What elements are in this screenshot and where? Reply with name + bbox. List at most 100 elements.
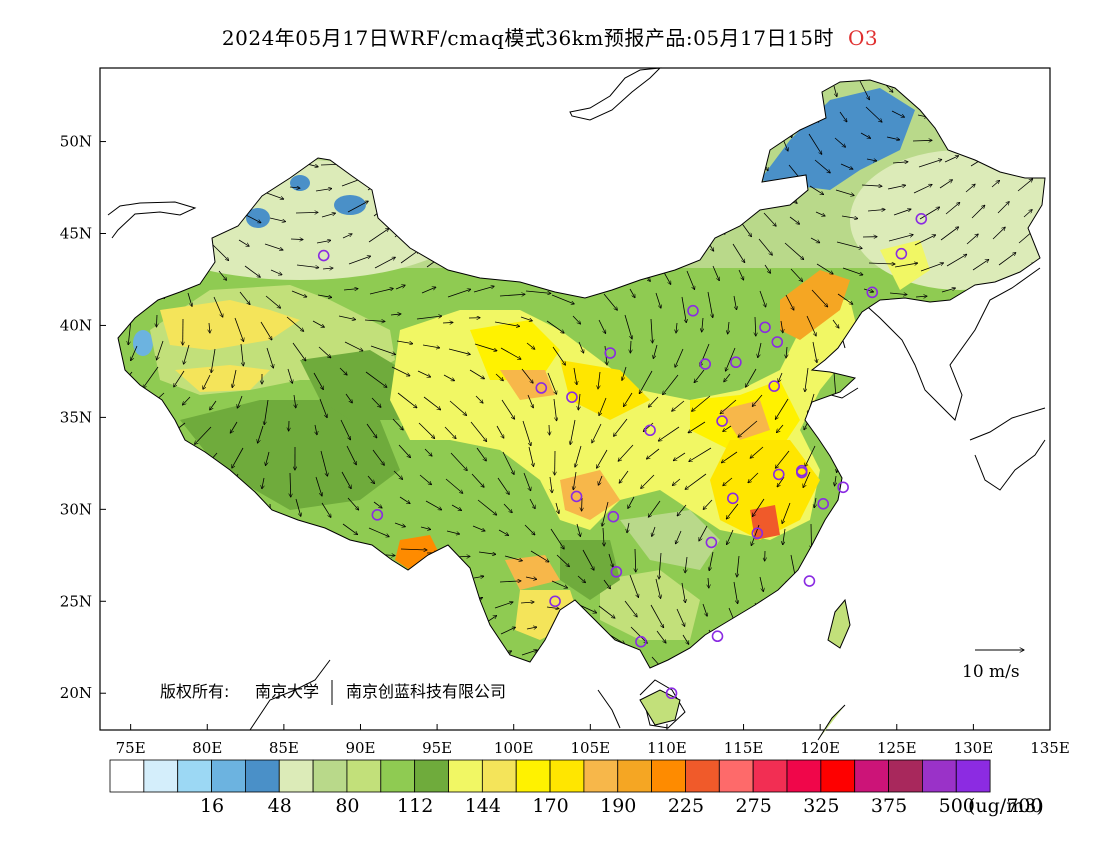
city-marker <box>759 321 771 334</box>
wind-arrow <box>685 473 707 489</box>
colorbar-swatch <box>955 759 991 793</box>
wind-arrow <box>266 347 273 368</box>
wind-arrow <box>833 85 837 97</box>
wind-arrow <box>682 634 689 644</box>
wind-arrow <box>816 263 833 274</box>
wind-arrow <box>737 555 740 577</box>
wind-arrow <box>392 418 403 430</box>
coastlines <box>107 67 1046 741</box>
colorbar-swatch <box>414 759 449 793</box>
lon-tick-label: 75E <box>116 739 146 757</box>
wind-arrow <box>803 471 811 488</box>
wind-arrow <box>663 374 679 395</box>
wind-arrow <box>840 163 853 169</box>
wind-arrow <box>343 289 358 290</box>
wind-arrow <box>889 293 907 295</box>
wind-arrow <box>809 185 824 195</box>
wind-arrow <box>396 340 413 344</box>
wind-arrow <box>659 552 662 579</box>
wind-arrow <box>473 286 494 293</box>
lat-tick-label: 45N <box>60 225 92 243</box>
lon-tick-label: 125E <box>877 739 917 757</box>
lon-tick-label: 90E <box>345 739 375 757</box>
wind-arrow <box>572 315 581 324</box>
wind-arrow <box>347 201 368 213</box>
wind-arrow <box>775 398 789 419</box>
wind-arrow <box>842 267 863 275</box>
lat-tick-label: 30N <box>60 500 92 518</box>
wind-arrow <box>577 575 585 583</box>
colorbar-swatch <box>109 759 145 793</box>
lat-tick-label: 35N <box>60 408 92 426</box>
wind-arrow <box>397 392 417 408</box>
wind-arrow <box>603 579 610 589</box>
wind-arrow <box>688 421 706 433</box>
wind-arrow <box>971 205 985 219</box>
wind-arrow <box>372 449 384 465</box>
wind-arrow <box>265 451 270 466</box>
wind-arrow <box>814 497 816 508</box>
wind-arrow <box>448 348 470 354</box>
city-marker <box>817 498 830 510</box>
wind-arrow <box>619 470 629 483</box>
wind-arrow <box>758 238 772 255</box>
wind-arrow <box>444 426 456 439</box>
wind-arrow <box>837 293 853 304</box>
wind-arrow <box>608 553 613 567</box>
wind-arrow <box>887 185 906 190</box>
city-marker <box>866 286 879 299</box>
wind-arrow <box>681 582 685 603</box>
wind-arrow <box>863 288 874 292</box>
wind-arrow <box>972 259 989 271</box>
wind-arrow <box>367 475 374 484</box>
wind-arrow <box>417 370 431 377</box>
wind-arrow <box>210 400 217 410</box>
wind-arrow <box>724 373 731 382</box>
colorbar-tick-label: 16 <box>200 795 224 817</box>
city-marker <box>915 212 928 225</box>
wind-arrow <box>472 525 485 531</box>
wind-arrow <box>368 229 389 243</box>
wind-arrow <box>421 287 436 294</box>
wind-arrow <box>811 289 828 307</box>
city-marker <box>687 304 699 317</box>
city-marker <box>803 575 816 587</box>
map-title: 2024年05月17日WRF/cmaq模式36km预报产品:05月17日15时 O… <box>0 22 1100 51</box>
wind-arrow <box>400 250 419 264</box>
colorbar: 16 48 80 112 144 170 190 225 275 325 375 500 700 <box>109 759 1043 817</box>
wind-arrow <box>270 269 282 275</box>
wind-arrow <box>443 374 455 381</box>
colorbar-swatch <box>278 759 314 793</box>
wind-arrow <box>157 340 164 360</box>
colorbar-tick-label: 325 <box>803 795 839 817</box>
colorbar-tick-label: 112 <box>397 795 433 817</box>
city-marker <box>705 536 718 549</box>
city-marker <box>711 630 724 643</box>
wind-arrow <box>194 426 212 444</box>
colorbar-swatch <box>888 759 923 793</box>
wind-arrow <box>528 446 534 466</box>
wind-arrow <box>672 478 681 485</box>
wind-arrow <box>364 320 385 321</box>
colorbar-tick-label: 375 <box>871 795 907 817</box>
wind-arrow <box>811 523 812 549</box>
wind-arrow <box>629 288 635 298</box>
city-marker <box>570 490 583 503</box>
city-marker <box>699 358 712 370</box>
wind-arrow <box>503 503 512 513</box>
wind-arrow <box>317 294 332 297</box>
wind-arrow <box>312 320 324 327</box>
city-marker <box>727 492 739 505</box>
wind-arrow <box>814 159 830 173</box>
wind-arrow <box>390 314 401 315</box>
wind-arrow <box>627 522 629 533</box>
colorbar-swatch <box>481 759 517 793</box>
wind-arrow <box>783 528 786 545</box>
wind-arrow <box>520 602 534 603</box>
wind-arrow <box>502 451 514 474</box>
colorbar-tick-label: 80 <box>335 795 359 817</box>
wind-arrow <box>998 253 1016 266</box>
wind-arrow <box>602 501 609 526</box>
wind-arrow <box>442 322 453 323</box>
wind-arrow <box>859 80 869 100</box>
